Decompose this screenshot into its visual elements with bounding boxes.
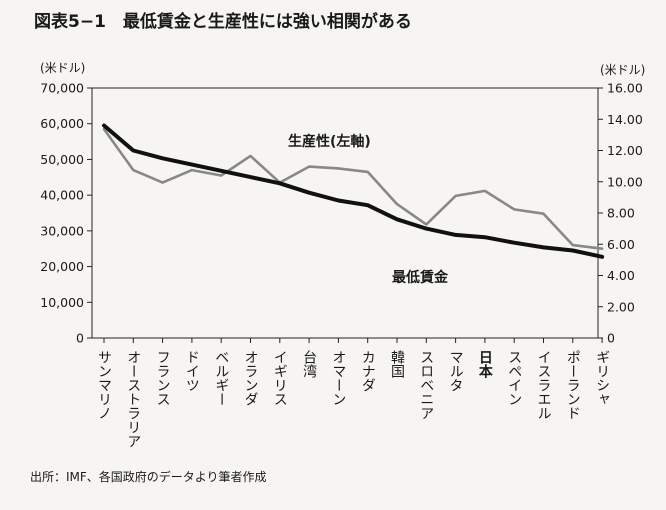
right-axis-unit: (米ドル) (600, 63, 645, 77)
plot-frame (91, 87, 599, 339)
category-label: イスラエル (536, 350, 552, 420)
left-tick-label: 60,000 (40, 116, 84, 131)
category-label: ギリシャ (594, 350, 610, 406)
category-label: ポーランド (565, 350, 581, 420)
category-label: 台湾 (301, 350, 317, 378)
category-labels: サンマリノ オーストラリア フランス ドイツ ベルギー オランダ イギリス 台湾 オマーン カナダ… (96, 350, 610, 448)
right-tick-label: 6.00 (607, 237, 635, 252)
right-tick-label: 10.00 (607, 174, 643, 189)
chart-lines (102, 123, 605, 259)
series-line-productivity (102, 127, 604, 250)
left-tick-label: 20,000 (40, 259, 84, 274)
left-tick-label: 40,000 (40, 188, 84, 203)
chart-axes: 0 10,000 20,000 30,000 40,000 50,000 60,000 70,… (40, 81, 643, 346)
series-line-min-wage (102, 123, 605, 259)
category-label: オランダ (243, 350, 259, 406)
category-label: カナダ (360, 350, 376, 392)
right-tick-label: 14.00 (607, 112, 643, 127)
category-label: フランス (155, 350, 171, 406)
category-label: ベルギー (213, 350, 229, 406)
right-tick-label: 4.00 (607, 268, 635, 283)
source-note: 出所：IMF、各国政府のデータより筆者作成 (30, 469, 267, 484)
left-tick-label: 50,000 (40, 152, 84, 167)
category-label: 韓国 (389, 350, 405, 378)
category-label: オマーン (330, 350, 346, 406)
left-tick-label: 0 (76, 331, 84, 346)
category-label: スペイン (506, 350, 522, 406)
series-label-min-wage: 最低賃金 (392, 269, 449, 286)
category-label: 日本 (477, 350, 493, 379)
category-label: スロベニア (418, 350, 434, 420)
right-tick-label: 2.00 (607, 299, 635, 314)
left-tick-label: 70,000 (40, 81, 84, 96)
right-tick-label: 8.00 (607, 206, 635, 221)
right-tick-label: 0 (607, 331, 615, 346)
category-label: マルタ (448, 350, 464, 392)
left-tick-label: 30,000 (40, 223, 84, 238)
series-label-productivity: 生産性(左軸) (288, 133, 371, 150)
category-label: ドイツ (184, 350, 200, 392)
category-label: イギリス (272, 350, 288, 406)
right-tick-label: 16.00 (607, 81, 643, 96)
category-label: サンマリノ (96, 350, 112, 420)
right-tick-label: 12.00 (607, 143, 643, 158)
left-tick-label: 10,000 (40, 295, 84, 310)
chart-title: 図表5−1 最低賃金と生産性には強い相関がある (34, 11, 412, 32)
category-label: オーストラリア (125, 350, 141, 448)
left-axis-unit: (米ドル) (40, 61, 85, 75)
